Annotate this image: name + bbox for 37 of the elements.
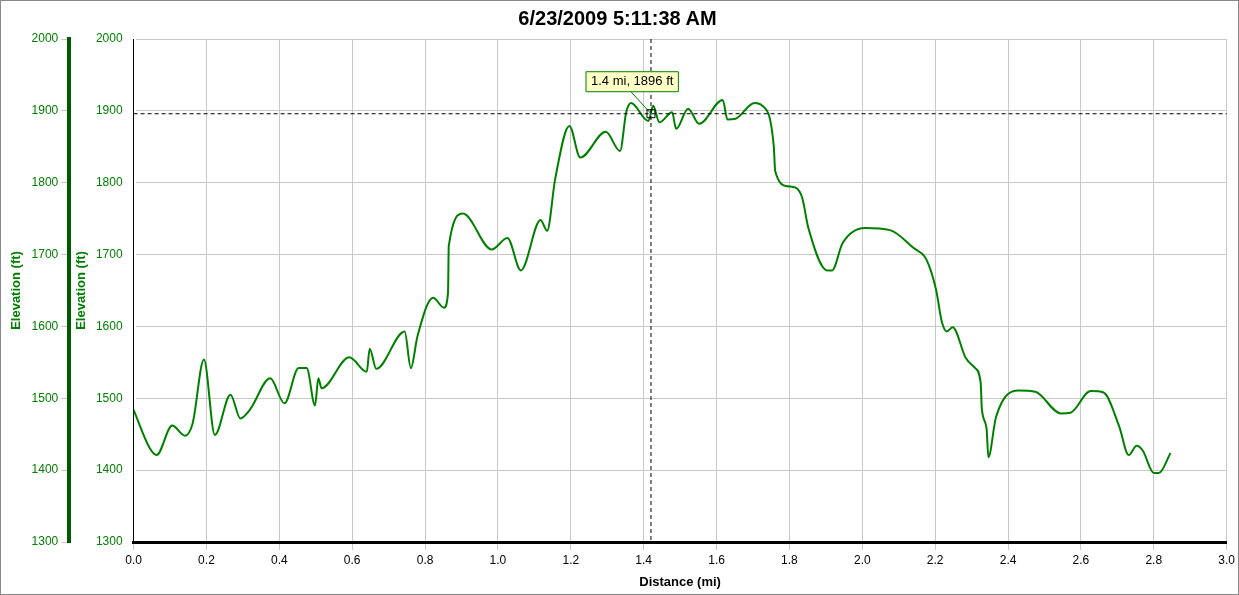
x-tick-label: 0.4 (270, 552, 288, 567)
x-tick-label: 1.0 (489, 552, 507, 567)
y-tick-label: 1500 (31, 390, 59, 405)
y-tick-label: 1600 (31, 318, 59, 333)
x-tick-label: 1.2 (562, 552, 580, 567)
y-tick-label: 1800 (31, 175, 59, 190)
x-tick-label: 3.0 (1218, 552, 1236, 567)
x-tick-label: 2.0 (853, 552, 871, 567)
x-tick-label: 1.6 (708, 552, 726, 567)
y-tick-label: 2000 (31, 31, 59, 46)
x-tick-label: 2.6 (1072, 552, 1090, 567)
y2-axis-title: Elevation (ft) (72, 251, 88, 330)
y2-tick-label: 2000 (95, 31, 123, 46)
y2-tick-label: 1800 (95, 175, 123, 190)
x-tick-label: 0.0 (125, 552, 143, 567)
x-tick-label: 0.2 (198, 552, 216, 567)
y-tick-label: 1900 (31, 103, 59, 118)
y2-tick-label: 1900 (95, 103, 123, 118)
x-tick-label: 2.4 (999, 552, 1017, 567)
y2-tick-label: 1600 (95, 318, 123, 333)
x-tick-label: 1.8 (781, 552, 799, 567)
x-tick-label: 2.2 (926, 552, 944, 567)
y2-tick-label: 1300 (95, 534, 123, 549)
x-tick-label: 2.8 (1145, 552, 1163, 567)
y2-tick-label: 1400 (95, 462, 123, 477)
chart-title: 6/23/2009 5:11:38 AM (518, 6, 717, 29)
x-axis-title: Distance (mi) (639, 573, 721, 589)
y-tick-label: 1400 (31, 462, 59, 477)
y-axis-title: Elevation (ft) (8, 251, 24, 330)
x-tick-label: 0.6 (343, 552, 361, 567)
y2-tick-label: 1500 (95, 390, 123, 405)
y-tick-label: 1700 (31, 246, 59, 261)
y-tick-label: 1300 (31, 534, 59, 549)
x-tick-label: 1.4 (635, 552, 653, 567)
annotation: 1.4 mi, 1896 ft (590, 73, 674, 89)
x-tick-label: 0.8 (416, 552, 434, 567)
y2-tick-label: 1700 (95, 246, 123, 261)
